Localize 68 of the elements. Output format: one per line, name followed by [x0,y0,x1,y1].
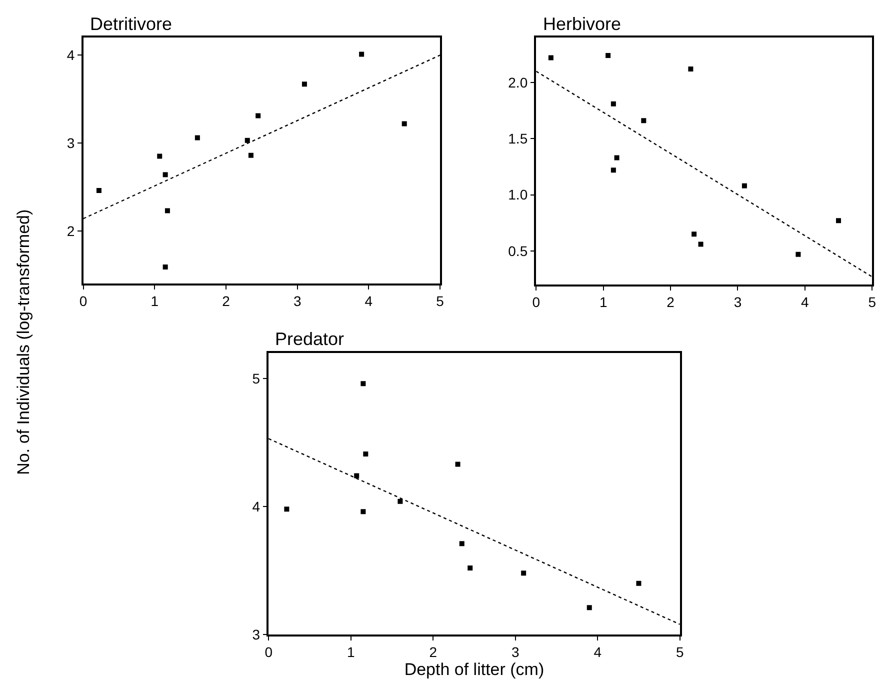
point [244,138,250,143]
point [398,498,403,504]
x-tick-label: 0 [264,644,273,660]
x-tick-label: 5 [868,294,876,310]
point [548,55,554,60]
x-tick-label: 2 [429,644,438,660]
point [360,509,366,514]
y-tick-label: 1.5 [508,130,528,147]
point [836,218,842,224]
point [641,118,646,124]
point [359,52,364,57]
y-tick-label: 3 [66,134,75,151]
point [610,101,616,106]
point [796,252,801,257]
point [162,264,168,270]
y-tick-label: 3 [252,626,260,642]
chart-title: Herbivore [543,14,622,34]
point [455,462,460,467]
x-tick-label: 3 [734,294,742,310]
x-tick-label: 4 [364,293,373,310]
point [162,172,168,178]
x-tick-label: 0 [79,293,88,310]
y-tick-label: 5 [252,370,260,386]
point [688,66,694,72]
y-tick-label: 4 [66,47,75,64]
x-tick-label: 2 [666,294,675,310]
point [614,155,620,160]
point [256,113,261,118]
x-tick-label: 0 [532,294,540,310]
y-tick-label: 4 [252,498,260,514]
x-tick-label: 1 [346,644,355,660]
chart-title: Predator [275,329,344,349]
point [692,232,697,237]
x-tick-label: 5 [676,644,684,660]
point [157,154,162,159]
point [354,473,360,478]
point [610,168,616,173]
point [459,541,464,546]
point [363,452,368,457]
point [96,188,102,193]
point [468,565,473,570]
x-tick-label: 1 [599,294,608,310]
point [194,135,200,140]
point [636,580,642,586]
chart-title: Detritivore [90,14,172,34]
point [164,208,170,214]
point [360,381,366,386]
point [698,242,704,247]
y-tick-label: 2 [66,222,75,239]
x-axis-title: Depth of litter (cm) [404,660,544,680]
point [302,82,307,87]
x-tick-label: 5 [436,293,444,310]
x-tick-label: 4 [801,294,810,310]
point [284,506,290,512]
point [402,121,407,126]
point [586,605,592,610]
x-tick-label: 4 [594,644,602,660]
x-tick-label: 1 [150,293,159,310]
y-axis-title: No. of Individuals (log-transformed) [14,209,33,475]
point [521,570,526,576]
y-tick-label: 1.0 [508,186,528,203]
y-tick-label: 0.5 [508,242,528,259]
point [248,152,254,158]
x-tick-label: 2 [222,293,230,310]
point [742,183,747,188]
x-tick-label: 3 [293,293,302,310]
y-tick-label: 2.0 [508,74,528,90]
point [606,53,611,58]
